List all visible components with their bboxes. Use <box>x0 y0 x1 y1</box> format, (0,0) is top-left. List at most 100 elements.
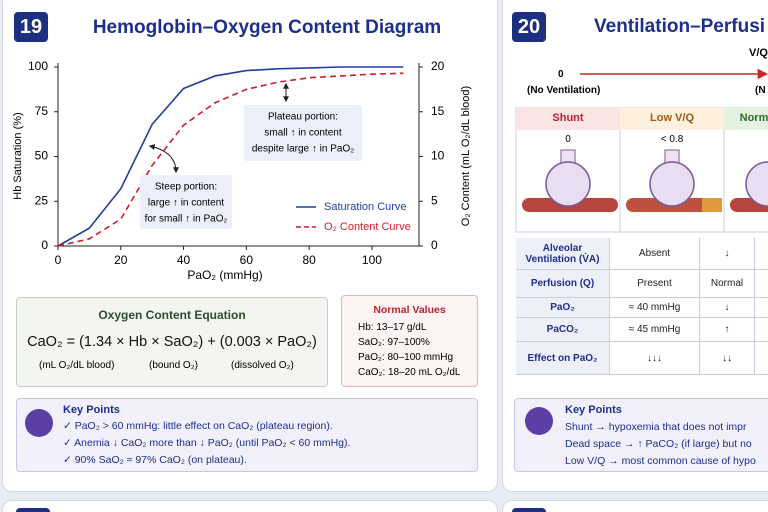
row-label: Perfusion (Q) <box>516 270 610 298</box>
annotation-arrow <box>148 144 179 174</box>
x-axis-label: PaO₂ (mmHg) <box>187 268 262 282</box>
table-cell: ≈ 40 mmHg <box>610 298 700 318</box>
column-header-bg <box>724 108 768 130</box>
table-cell: ↑ <box>700 318 755 342</box>
bulb-icon <box>25 409 53 437</box>
annotation-text: Plateau portion: <box>268 112 338 123</box>
column-header-bg <box>620 108 724 130</box>
table-cell <box>755 270 768 298</box>
table-cell: ↓ <box>700 298 755 318</box>
annotation-text: small ↑ in content <box>264 128 341 139</box>
column-header: Low V/Q <box>650 112 694 124</box>
formula-note: (mL O₂/dL blood) <box>39 360 115 371</box>
table-cell: ≈ 45 mmHg <box>610 318 700 342</box>
table-cell: ↓ <box>700 238 755 270</box>
key-points-box: Key Points ✓ PaO₂ > 60 mmHg: little effe… <box>16 398 478 472</box>
key-point: Low V/Q → most common cause of hypo <box>565 455 756 467</box>
y-tick-label: 75 <box>35 104 49 118</box>
row-label: Effect on PaO₂ <box>516 342 610 375</box>
next-card <box>502 500 768 512</box>
y-tick-label: 0 <box>41 238 48 252</box>
alveolus-illustration <box>730 161 768 212</box>
x-tick-label: 80 <box>302 253 316 267</box>
box-title: Key Points <box>63 404 120 416</box>
row-label: PaCO₂ <box>516 318 610 342</box>
box-title: Key Points <box>565 404 622 416</box>
column-header: Shunt <box>552 112 584 124</box>
panel-title: Ventilation–Perfusi <box>594 16 766 37</box>
table-cell: Normal <box>700 270 755 298</box>
scale-label: V/Q <box>749 47 768 59</box>
next-badge <box>512 508 546 512</box>
y2-tick-label: 0 <box>431 238 438 252</box>
annotation-box <box>244 105 362 161</box>
scale-note: (N <box>755 85 766 96</box>
table-cell: ↓↓ <box>700 342 755 375</box>
panel-number: 20 <box>512 12 546 42</box>
annotation-text: large ↑ in content <box>148 198 224 209</box>
table-cell <box>755 298 768 318</box>
column-header: Norm <box>739 112 768 124</box>
key-point: ✓ PaO₂ > 60 mmHg: little effect on CaO₂ … <box>63 420 333 432</box>
table-cell: ↓↓↓ <box>610 342 700 375</box>
y-tick-label: 25 <box>35 193 49 207</box>
key-point: Dead space → ↑ PaCO₂ (if large) but no <box>565 438 752 450</box>
panel-number: 19 <box>14 12 48 42</box>
annotation-text: Steep portion: <box>155 182 217 193</box>
equation-box: Oxygen Content Equation CaO₂ = (1.34 × H… <box>16 297 328 387</box>
y2-tick-label: 15 <box>431 104 445 118</box>
normal-value: CaO₂: 18–20 mL O₂/dL <box>358 367 461 378</box>
scale-note: (No Ventilation) <box>527 85 601 96</box>
bulb-icon <box>525 407 553 435</box>
box-title: Normal Values <box>373 304 446 316</box>
y2-tick-label: 5 <box>431 193 438 207</box>
annotation-text: despite large ↑ in PaO₂ <box>252 144 354 155</box>
next-card <box>2 500 498 512</box>
formula: CaO₂ = (1.34 × Hb × SaO₂) + (0.003 × PaO… <box>27 334 317 350</box>
x-tick-label: 60 <box>240 253 254 267</box>
row-label: PaO₂ <box>516 298 610 318</box>
table-cell <box>755 238 768 270</box>
x-tick-label: 100 <box>362 253 382 267</box>
normal-value: Hb: 13–17 g/dL <box>358 322 427 333</box>
box-title: Oxygen Content Equation <box>98 308 246 322</box>
next-badge <box>16 508 50 512</box>
formula-note: (dissolved O₂) <box>231 360 294 371</box>
annotation-box <box>140 175 232 229</box>
normal-value: SaO₂: 97–100% <box>358 337 430 348</box>
scale-start: 0 <box>558 69 564 80</box>
legend-label: Saturation Curve <box>324 201 407 213</box>
normal-value: PaO₂: 80–100 mmHg <box>358 352 454 363</box>
chart-title: Hemoglobin–Oxygen Content Diagram <box>93 17 441 38</box>
series-line <box>57 66 404 247</box>
y2-tick-label: 20 <box>431 59 445 73</box>
key-point: ✓ Anemia ↓ CaO₂ more than ↓ PaO₂ (until … <box>63 437 351 449</box>
x-tick-label: 0 <box>55 253 62 267</box>
annotation-text: for small ↑ in PaO₂ <box>145 214 228 225</box>
alveolus-illustration <box>626 149 722 212</box>
table-cell <box>755 318 768 342</box>
x-tick-label: 40 <box>177 253 191 267</box>
alveolus-illustration <box>522 149 618 212</box>
row-label: Alveolar Ventilation (V̇A) <box>516 238 610 270</box>
y2-axis-label: O₂ Content (mL O₂/dL blood) <box>460 86 472 226</box>
key-points-box: Key Points Shunt → hypoxemia that does n… <box>514 398 768 472</box>
key-point: Shunt → hypoxemia that does not impr <box>565 421 747 433</box>
x-tick-label: 20 <box>114 253 128 267</box>
table-cell: Present <box>610 270 700 298</box>
vq-ratio: < 0.8 <box>660 134 684 145</box>
table-cell: Absent <box>610 238 700 270</box>
y-axis-label: Hb Saturation (%) <box>12 112 24 199</box>
y-tick-label: 100 <box>28 59 48 73</box>
key-point: ✓ 90% SaO₂ ≈ 97% CaO₂ (on plateau). <box>63 454 247 466</box>
series-line <box>57 72 404 247</box>
table-cell <box>755 342 768 375</box>
y2-tick-label: 10 <box>431 149 445 163</box>
formula-note: (bound O₂) <box>149 360 198 371</box>
legend-label: O₂ Content Curve <box>324 221 411 233</box>
vq-ratio: 0 <box>565 134 571 145</box>
y-tick-label: 50 <box>35 149 49 163</box>
column-header-bg <box>516 108 620 130</box>
normal-values-box: Normal Values Hb: 13–17 g/dL SaO₂: 97–100… <box>341 295 478 387</box>
